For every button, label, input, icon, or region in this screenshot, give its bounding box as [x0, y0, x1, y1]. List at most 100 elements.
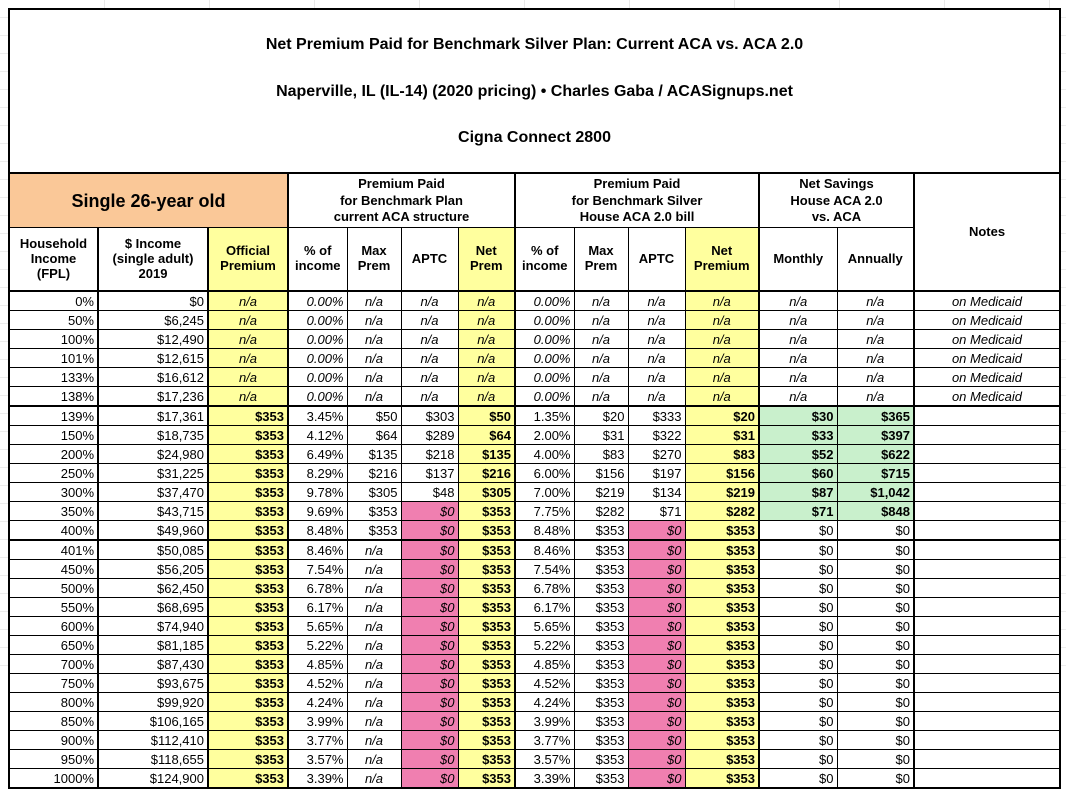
cell-aca2-pct-income: 0.00%	[514, 348, 575, 369]
cell-aca-net-prem: n/a	[457, 386, 516, 407]
cell-aca2-max-prem: n/a	[573, 348, 629, 369]
cell-savings-monthly: $52	[758, 444, 838, 465]
cell-savings-monthly: $0	[758, 749, 838, 770]
cell-official-premium: $353	[207, 616, 289, 637]
cell-aca-pct-income: 3.45%	[287, 405, 348, 427]
cell-aca2-pct-income: 3.57%	[514, 749, 575, 770]
cell-note	[913, 768, 1061, 789]
cell-official-premium: $353	[207, 501, 289, 522]
table-row: 650% $81,185 $353 5.22% n/a $0 $353 5.22…	[8, 635, 1061, 656]
cell-official-premium: $353	[207, 597, 289, 618]
column-header-aca-pct-income: % of income	[287, 227, 348, 293]
cell-aca-pct-income: 9.69%	[287, 501, 348, 522]
cell-income: $112,410	[97, 730, 209, 751]
cell-aca2-aptc: n/a	[627, 348, 686, 369]
cell-aca-pct-income: 4.85%	[287, 654, 348, 675]
cell-aca2-net-premium: $83	[684, 444, 760, 465]
table-row: 50% $6,245 n/a 0.00% n/a n/a n/a 0.00% n…	[8, 310, 1061, 331]
cell-aca2-net-premium: $31	[684, 425, 760, 446]
cell-fpl: 650%	[8, 635, 99, 656]
cell-aca-net-prem: $305	[457, 482, 516, 503]
column-header-official-premium: Official Premium	[207, 227, 289, 293]
cell-savings-annually: n/a	[836, 290, 915, 312]
cell-income: $50,085	[97, 539, 209, 561]
cell-aca-pct-income: 0.00%	[287, 386, 348, 407]
cell-savings-annually: $0	[836, 578, 915, 599]
cell-savings-annually: n/a	[836, 386, 915, 407]
cell-fpl: 800%	[8, 692, 99, 713]
cell-income: $31,225	[97, 463, 209, 484]
cell-aca2-pct-income: 0.00%	[514, 367, 575, 388]
cell-aca-max-prem: n/a	[346, 616, 402, 637]
cell-official-premium: $353	[207, 444, 289, 465]
cell-note	[913, 482, 1061, 503]
cell-aca2-max-prem: n/a	[573, 329, 629, 350]
cell-aca-max-prem: n/a	[346, 749, 402, 770]
cell-aca2-pct-income: 6.17%	[514, 597, 575, 618]
table-body: 0% $0 n/a 0.00% n/a n/a n/a 0.00% n/a n/…	[8, 290, 1061, 789]
group-header-net-savings: Net Savings House ACA 2.0 vs. ACA	[758, 172, 915, 229]
cell-aca2-pct-income: 3.77%	[514, 730, 575, 751]
cell-aca2-pct-income: 3.99%	[514, 711, 575, 732]
cell-aca-pct-income: 5.65%	[287, 616, 348, 637]
cell-fpl: 350%	[8, 501, 99, 522]
cell-aca2-pct-income: 5.22%	[514, 635, 575, 656]
group-header-demographic: Single 26-year old	[8, 172, 289, 229]
cell-aca-aptc: $48	[400, 482, 459, 503]
cell-note	[913, 730, 1061, 751]
cell-aca-max-prem: n/a	[346, 730, 402, 751]
cell-aca2-pct-income: 7.00%	[514, 482, 575, 503]
cell-aca2-pct-income: 2.00%	[514, 425, 575, 446]
cell-aca-pct-income: 9.78%	[287, 482, 348, 503]
cell-income: $81,185	[97, 635, 209, 656]
cell-aca-max-prem: $353	[346, 520, 402, 541]
cell-income: $37,470	[97, 482, 209, 503]
cell-aca-pct-income: 8.46%	[287, 539, 348, 561]
cell-aca-max-prem: n/a	[346, 692, 402, 713]
cell-aca-net-prem: $353	[457, 749, 516, 770]
cell-aca2-max-prem: $353	[573, 520, 629, 541]
cell-savings-annually: $0	[836, 616, 915, 637]
cell-aca-net-prem: $135	[457, 444, 516, 465]
cell-aca-max-prem: n/a	[346, 711, 402, 732]
cell-aca2-pct-income: 4.52%	[514, 673, 575, 694]
group-header-row: Single 26-year old Premium Paid for Benc…	[8, 172, 1061, 293]
cell-aca-aptc: $137	[400, 463, 459, 484]
cell-note	[913, 405, 1061, 427]
cell-aca2-net-premium: $353	[684, 578, 760, 599]
cell-savings-annually: $365	[836, 405, 915, 427]
cell-note: on Medicaid	[913, 348, 1061, 369]
cell-fpl: 150%	[8, 425, 99, 446]
table-row: 950% $118,655 $353 3.57% n/a $0 $353 3.5…	[8, 749, 1061, 770]
cell-note: on Medicaid	[913, 290, 1061, 312]
cell-income: $17,361	[97, 405, 209, 427]
cell-income: $24,980	[97, 444, 209, 465]
cell-income: $16,612	[97, 367, 209, 388]
cell-income: $6,245	[97, 310, 209, 331]
cell-aca-pct-income: 0.00%	[287, 329, 348, 350]
cell-aca2-max-prem: $219	[573, 482, 629, 503]
cell-aca-net-prem: $353	[457, 559, 516, 580]
cell-savings-monthly: $0	[758, 559, 838, 580]
cell-official-premium: $353	[207, 635, 289, 656]
cell-income: $62,450	[97, 578, 209, 599]
table-row: 150% $18,735 $353 4.12% $64 $289 $64 2.0…	[8, 425, 1061, 446]
cell-aca2-pct-income: 0.00%	[514, 290, 575, 312]
cell-aca2-aptc: $322	[627, 425, 686, 446]
cell-income: $49,960	[97, 520, 209, 541]
cell-aca-pct-income: 5.22%	[287, 635, 348, 656]
cell-note	[913, 711, 1061, 732]
cell-aca-pct-income: 4.12%	[287, 425, 348, 446]
cell-note	[913, 539, 1061, 561]
table-row: 101% $12,615 n/a 0.00% n/a n/a n/a 0.00%…	[8, 348, 1061, 369]
group-header-aca2: Premium Paid for Benchmark Silver House …	[514, 172, 760, 229]
cell-income: $124,900	[97, 768, 209, 789]
cell-aca-net-prem: $353	[457, 578, 516, 599]
cell-income: $68,695	[97, 597, 209, 618]
cell-aca-net-prem: $353	[457, 597, 516, 618]
cell-aca2-net-premium: $353	[684, 749, 760, 770]
cell-aca-net-prem: n/a	[457, 310, 516, 331]
table-row: 401% $50,085 $353 8.46% n/a $0 $353 8.46…	[8, 539, 1061, 561]
cell-aca-pct-income: 4.52%	[287, 673, 348, 694]
cell-fpl: 1000%	[8, 768, 99, 789]
